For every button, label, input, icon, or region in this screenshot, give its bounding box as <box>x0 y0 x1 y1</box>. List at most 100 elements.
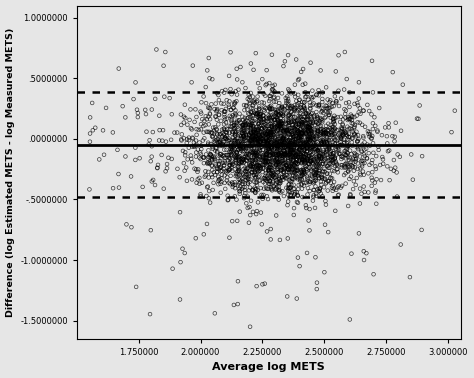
Point <box>328 127 336 133</box>
Point <box>298 130 306 136</box>
Point <box>345 130 353 136</box>
Point <box>308 95 316 101</box>
Point <box>309 144 316 150</box>
Point <box>250 123 257 129</box>
Point <box>255 112 263 118</box>
Point <box>324 106 331 112</box>
Point <box>253 124 260 130</box>
Point <box>259 169 266 175</box>
Point <box>247 157 255 163</box>
Point <box>277 130 284 136</box>
Point <box>301 164 309 170</box>
Point <box>329 150 337 156</box>
Point <box>348 113 356 119</box>
Point <box>292 121 300 127</box>
Point <box>292 140 299 146</box>
Point <box>256 113 264 119</box>
Point <box>332 143 340 149</box>
Point <box>247 162 255 168</box>
Point <box>285 119 293 125</box>
Point <box>212 137 220 143</box>
Point <box>166 95 173 101</box>
Point <box>335 140 342 146</box>
Point <box>231 179 238 185</box>
Point <box>269 152 276 158</box>
Point <box>340 140 348 146</box>
Point <box>299 132 307 138</box>
Point <box>333 98 340 104</box>
Point <box>295 128 302 134</box>
Point <box>239 130 246 136</box>
Point <box>283 108 291 115</box>
Point <box>331 115 339 121</box>
Point <box>361 139 368 146</box>
Point <box>289 154 297 160</box>
Point <box>268 122 276 129</box>
Point <box>226 166 234 172</box>
Point <box>257 120 265 126</box>
Point <box>254 152 261 158</box>
Point <box>284 140 292 146</box>
Point <box>293 145 301 151</box>
Point <box>288 143 296 149</box>
Point <box>247 131 255 137</box>
Point <box>391 134 399 140</box>
Point <box>331 121 339 127</box>
Point <box>319 193 326 199</box>
Point <box>319 131 327 137</box>
Point <box>255 178 263 184</box>
Point <box>218 107 226 113</box>
Point <box>299 141 306 147</box>
Point <box>315 149 323 155</box>
Point <box>279 152 286 158</box>
Point <box>308 111 315 117</box>
Point <box>363 250 370 256</box>
Point <box>232 122 240 129</box>
Point <box>267 144 275 150</box>
Point <box>319 168 327 174</box>
Point <box>240 125 248 131</box>
Point <box>267 146 275 152</box>
Point <box>209 167 216 173</box>
Point <box>210 180 218 186</box>
Point <box>333 127 340 133</box>
Point <box>317 138 325 144</box>
Point <box>311 172 319 178</box>
Point <box>267 112 274 118</box>
Point <box>252 166 259 172</box>
Point <box>319 134 327 140</box>
Point <box>258 144 265 150</box>
Point <box>342 130 349 136</box>
Point <box>248 169 255 175</box>
Point <box>291 136 299 142</box>
Point <box>356 186 364 192</box>
Point <box>307 159 315 165</box>
Point <box>256 160 264 166</box>
Point <box>332 159 339 165</box>
Point <box>271 140 279 146</box>
Point <box>218 127 226 133</box>
Point <box>351 156 358 162</box>
Point <box>241 119 248 125</box>
Point <box>287 192 294 198</box>
Point <box>209 174 216 180</box>
Point <box>244 180 252 186</box>
Point <box>300 104 308 110</box>
Point <box>296 111 304 117</box>
Point <box>338 142 346 148</box>
Point <box>310 113 318 119</box>
Point <box>263 131 271 137</box>
Point <box>249 163 256 169</box>
Point <box>270 128 278 134</box>
Point <box>237 178 245 184</box>
Point <box>212 145 219 151</box>
Point <box>193 180 201 186</box>
Point <box>307 119 315 125</box>
Point <box>324 131 331 137</box>
Point <box>259 132 266 138</box>
Point <box>225 166 232 172</box>
Point <box>196 149 204 155</box>
Point <box>312 162 320 168</box>
Point <box>354 132 362 138</box>
Point <box>251 152 259 158</box>
